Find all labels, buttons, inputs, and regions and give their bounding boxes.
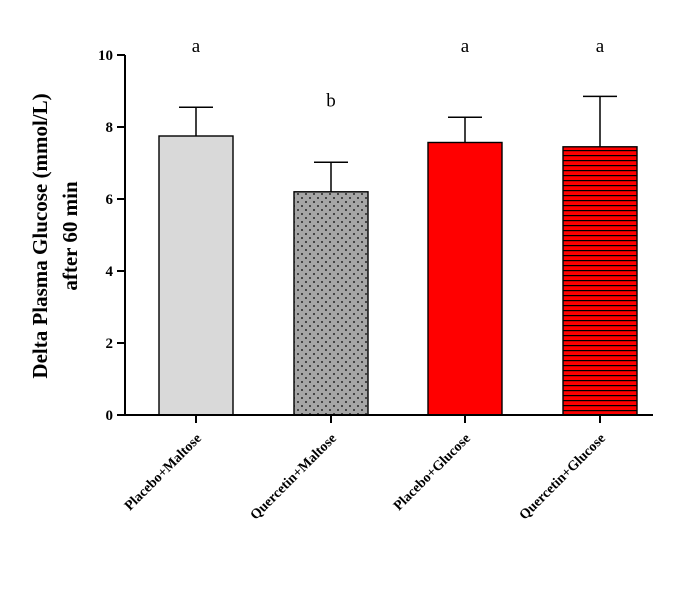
y-tick-label: 4 <box>106 264 114 280</box>
significance-group: a b a a <box>192 36 605 111</box>
x-tick-label: Placebo+Maltose <box>122 431 205 514</box>
axes-group <box>124 55 653 416</box>
x-tick-label: Placebo+Glucose <box>391 431 474 514</box>
y-tick-label: 8 <box>106 120 114 136</box>
error-bars-group <box>179 95 617 192</box>
significance-label: a <box>461 36 470 57</box>
x-tick-label: Quercetin+Glucose <box>517 431 609 523</box>
significance-label: a <box>192 36 201 57</box>
bar <box>158 135 234 416</box>
y-tick-label: 0 <box>106 408 114 424</box>
y-tick-label: 2 <box>106 336 114 352</box>
bar <box>427 141 503 416</box>
x-labels-group: Placebo+Maltose Quercetin+Maltose Placebo+… <box>122 415 609 523</box>
y-ticks-group: 0 2 4 6 8 10 <box>98 48 125 424</box>
y-tick-label: 6 <box>106 192 114 208</box>
y-axis-title-line-1: Delta Plasma Glucose (mmol/L) <box>28 93 52 378</box>
y-tick-label: 10 <box>98 48 113 64</box>
bar <box>293 191 369 416</box>
y-axis-title-line-2: after 60 min <box>58 181 82 291</box>
bars-group <box>158 135 638 416</box>
bar <box>562 146 638 416</box>
x-tick-label: Quercetin+Maltose <box>248 431 340 523</box>
y-axis-title: Delta Plasma Glucose (mmol/L) after 60 m… <box>28 93 82 378</box>
significance-label: b <box>326 90 336 111</box>
significance-label: a <box>596 36 605 57</box>
